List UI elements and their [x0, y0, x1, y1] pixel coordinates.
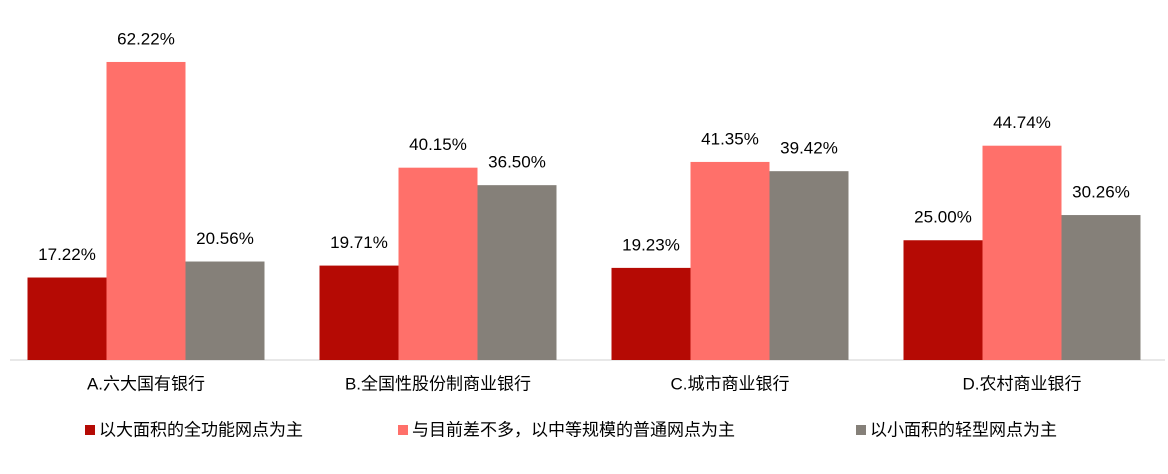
data-label: 62.22% — [117, 29, 175, 48]
bar — [611, 267, 691, 360]
bar — [690, 161, 770, 360]
bar — [185, 261, 265, 360]
bar — [477, 185, 557, 360]
legend-swatch — [85, 425, 95, 435]
data-label: 19.23% — [622, 235, 680, 254]
data-label: 30.26% — [1072, 183, 1130, 202]
data-label: 17.22% — [38, 245, 96, 264]
x-tick-label: D.农村商业银行 — [963, 374, 1082, 393]
data-label: 39.42% — [780, 139, 838, 158]
data-label: 36.50% — [488, 153, 546, 172]
x-tick-label: B.全国性股份制商业银行 — [345, 374, 531, 393]
legend-swatch — [398, 425, 408, 435]
data-label: 19.71% — [330, 233, 388, 252]
legend-swatch — [856, 425, 866, 435]
bar — [982, 145, 1062, 360]
data-label: 25.00% — [914, 208, 972, 227]
bar — [769, 171, 849, 360]
bar — [1061, 215, 1141, 360]
legend-label: 与目前差不多，以中等规模的普通网点为主 — [412, 420, 735, 439]
data-label: 40.15% — [409, 135, 467, 154]
x-tick-label: A.六大国有银行 — [87, 374, 205, 393]
legend-label: 以大面积的全功能网点为主 — [99, 420, 303, 439]
data-label: 44.74% — [993, 113, 1051, 132]
bar — [903, 240, 983, 360]
bar — [27, 277, 107, 360]
bar — [319, 265, 399, 360]
data-label: 20.56% — [196, 229, 254, 248]
legend-label: 以小面积的轻型网点为主 — [870, 420, 1057, 439]
x-tick-label: C.城市商业银行 — [671, 374, 790, 393]
bar — [398, 167, 478, 360]
data-label: 41.35% — [701, 129, 759, 148]
bar — [106, 61, 186, 361]
